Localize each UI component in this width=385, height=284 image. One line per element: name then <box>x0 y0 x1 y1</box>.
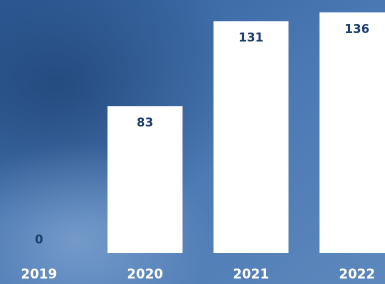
bar <box>214 21 289 253</box>
x-tick-label: 2022 <box>339 268 375 283</box>
x-tick-label: 2020 <box>127 268 163 283</box>
value-label: 83 <box>137 116 154 130</box>
value-label: 0 <box>35 233 43 247</box>
chart: 0 2019 83 2020 131 2021 136 2022 <box>0 0 385 284</box>
x-tick-label: 2021 <box>233 268 269 283</box>
bar <box>320 12 385 253</box>
value-label: 131 <box>238 31 263 45</box>
page: 0201983202013120211362022 (() => { const… <box>0 0 385 284</box>
x-tick-label: 2019 <box>21 268 57 283</box>
value-label: 136 <box>344 22 369 36</box>
